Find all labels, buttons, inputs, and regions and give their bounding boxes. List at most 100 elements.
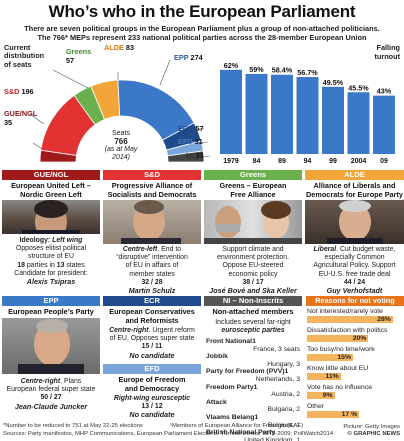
label-ni: NI 33 (186, 151, 204, 160)
panel-ni-name: Non-attached members (212, 307, 294, 316)
panel-greens-name: Greens – European Free Alliance (219, 181, 287, 199)
reason-label: Not interested/rarely vote (307, 308, 383, 315)
panel-ni: NI – Non-Inscrits Non-attached members I… (204, 296, 302, 441)
turnout-label: Falling turnout (374, 43, 400, 61)
panel-efd: EFD Europe of Freedom and Democracy Right… (103, 364, 201, 422)
reason-label: Know little about EU (307, 365, 369, 372)
panel-epp-name: European People’s Party (8, 307, 94, 316)
ni-party-name: British National Party (206, 429, 276, 437)
photo-tsipras (2, 200, 100, 234)
turnout-year-label: 94 (304, 158, 312, 165)
panel-efd-head: EFD (103, 364, 201, 374)
label-alde: ALDE 83 (104, 43, 135, 52)
ni-party-name: Front National1 (206, 338, 256, 345)
turnout-value-label: 56.7% (297, 68, 318, 77)
label-greens: Greens 57 (66, 47, 92, 65)
turnout-bar (347, 92, 370, 154)
seat-heading: Current distribution of seats (4, 43, 45, 69)
turnout-bar (296, 77, 319, 154)
panel-sd-text: Centre-left. End to “disruptive” interve… (116, 246, 188, 296)
reason-label: Too busy/no time/work (307, 346, 375, 353)
turnout-year-label: 2004 (351, 158, 367, 165)
turnout-bar (271, 74, 293, 154)
photo-verhofstadt (305, 200, 404, 244)
reason-label: Vote has no influence (307, 384, 372, 391)
seat-hemicycle (29, 59, 211, 163)
credit: Picture: Getty Images © GRAPHIC NEWS (343, 424, 400, 437)
panel-ecr-text: Centre-right. Urgent reform of EU. Oppos… (109, 327, 195, 360)
reason-bar (307, 335, 369, 342)
turnout-value-label: 49.5% (323, 78, 344, 87)
seat-arc-ni (167, 150, 205, 163)
label-epp: EPP 274 (174, 53, 203, 62)
label-efd: EFD 31 (178, 137, 203, 146)
panel-efd-name: Europe of Freedom and Democracy (118, 375, 186, 393)
ni-party-name: Jobbik (206, 353, 228, 361)
ni-party-name: Attack (206, 398, 227, 406)
turnout-bar (245, 73, 268, 154)
footnote-eaf: ¹Members of European Alliance for Freedo… (170, 423, 303, 429)
reason-value: 9% (322, 392, 333, 399)
turnout-bar (220, 69, 242, 154)
subtitle: There are seven political groups in the … (4, 24, 400, 42)
seat-distribution: Current distribution of seats Greens 57 A… (0, 43, 220, 168)
ni-party-country: France, 3 seats (253, 345, 300, 353)
photo-bove-keller (204, 200, 302, 244)
panel-epp-text: Centre-right. Plans European federal sup… (6, 378, 96, 411)
turnout-year-label: 84 (253, 158, 261, 165)
page-title: Who’s who in the European Parliament (48, 2, 356, 21)
panel-alde-head: ALDE (305, 170, 404, 180)
seats-total: Seats 766 (as at May 2014) (104, 130, 138, 161)
reason-bar (307, 411, 360, 418)
subtitle-line-1: There are seven political groups in the … (24, 24, 380, 33)
reason-value: 11% (325, 373, 339, 380)
reason-value: 17 % (341, 411, 358, 418)
panel-gue-name: European United Left – Nordic Green Left (11, 181, 91, 199)
reason-label: Dissatisfaction with politics (307, 327, 388, 334)
panel-ni-desc: Includes several far-right eurosceptic p… (215, 319, 291, 335)
footnote-1: *Number to be reduced to 751 at May 22-2… (3, 423, 143, 429)
turnout-bar (322, 86, 344, 154)
panel-ecr-head: ECR (103, 296, 201, 306)
panel-alde-name: Alliance of Liberals and Democrats for Eu… (306, 181, 403, 199)
panel-greens-head: Greens (204, 170, 302, 180)
ni-party-name: Vlaams Belang1 (206, 413, 259, 421)
subtitle-line-2: The 766* MEPs represent 233 national pol… (37, 33, 367, 42)
reason-bar (307, 373, 341, 380)
turnout-value-label: 58.4% (272, 66, 293, 75)
panel-ecr-name: European Conservatives and Reformists (109, 307, 195, 325)
turnout-value-label: 43% (377, 87, 392, 96)
reason-bar (307, 354, 353, 361)
turnout-year-label: 09 (380, 158, 388, 165)
turnout-chart: 62% 1979 59% 84 58.4% 89 56.7% 94 49.5% 99 45.5% 20… (218, 43, 404, 168)
ni-party-country: Bulgaria, 2 (267, 406, 301, 414)
panel-epp: EPP European People’s Party Centre-right… (2, 296, 100, 420)
turnout-year-label: 89 (278, 158, 286, 165)
label-sd: S&D 196 (4, 87, 34, 96)
panel-sd: S&D Progressive Alliance of Socialists an… (103, 170, 201, 296)
photo-schulz (103, 200, 201, 244)
turnout-year-label: 1979 (223, 158, 239, 165)
footnote-sources: Sources: Party manifestos, MHP Communica… (3, 431, 334, 437)
panel-gue: GUE/NGL European United Left – Nordic Gre… (2, 170, 100, 294)
ni-party-list: Front National1 France, 3 seats Jobbik Hung… (206, 338, 300, 441)
reason-label: Other (307, 403, 324, 410)
reason-value: 20% (352, 335, 367, 342)
panel-sd-name: Progressive Alliance of Socialists and De… (107, 181, 197, 199)
reason-bar (307, 316, 393, 323)
ni-party-country: Hungary, 3 (267, 360, 300, 368)
panel-gue-head: GUE/NGL (2, 170, 100, 180)
panel-alde: ALDE Alliance of Liberals and Democrats f… (305, 170, 404, 295)
ni-party-name: Party for Freedom (PVV)1 (206, 368, 289, 376)
panel-sd-head: S&D (103, 170, 201, 180)
turnout-value-label: 59% (249, 65, 264, 74)
reason-value: 15% (337, 354, 351, 361)
label-ecr: ECR 57 (178, 124, 204, 133)
panel-greens: Greens Greens – European Free Alliance Su… (204, 170, 302, 295)
panel-epp-head: EPP (2, 296, 100, 306)
turnout-value-label: 62% (224, 61, 239, 70)
panel-ecr: ECR European Conservatives and Reformists… (103, 296, 201, 360)
ni-party-country: United Kingdom, 1 (244, 436, 300, 441)
reasons-head: Reasons for not voting (306, 296, 404, 306)
ni-party-country: Netherlands, 3 (255, 375, 300, 383)
